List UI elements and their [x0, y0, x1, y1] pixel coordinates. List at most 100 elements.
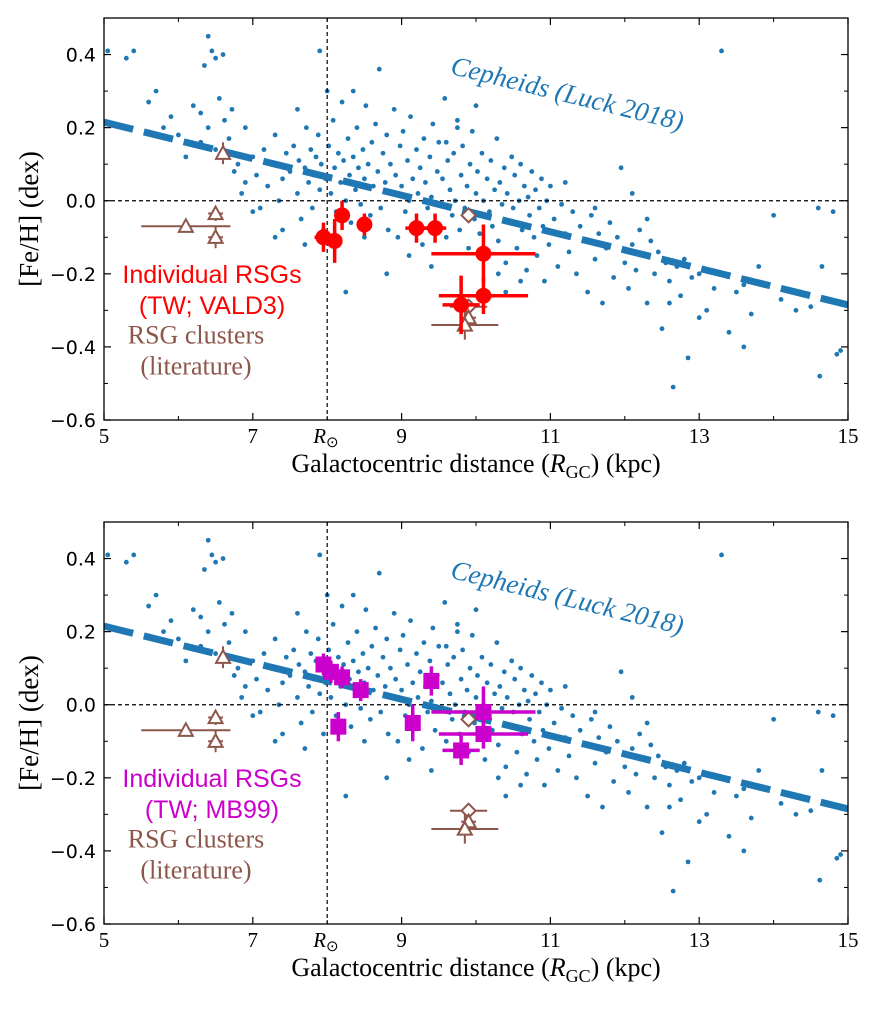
x-tick-label: 5: [99, 928, 110, 952]
cepheid-point: [449, 716, 455, 722]
cepheid-point: [440, 680, 445, 686]
cepheid-point: [464, 687, 470, 693]
cepheid-point: [291, 647, 297, 653]
cluster-triangle: [214, 648, 232, 664]
cepheid-point: [495, 271, 501, 277]
cepheid-point: [427, 154, 433, 160]
cepheid-point: [400, 128, 406, 134]
cepheid-point: [306, 180, 311, 185]
cepheid-point: [176, 636, 181, 642]
cepheid-point: [378, 205, 384, 211]
cepheid-point: [399, 687, 404, 693]
cepheid-point: [291, 143, 297, 149]
cepheid-point: [382, 684, 388, 689]
cepheid-point: [209, 48, 215, 54]
cepheid-point: [321, 731, 326, 737]
cepheid-point: [445, 662, 451, 667]
cepheid-point: [741, 786, 747, 792]
cepheid-point: [216, 96, 222, 101]
cepheid-point: [276, 702, 282, 708]
cepheid-point: [226, 640, 232, 645]
cepheid-point: [198, 614, 204, 620]
cepheid-point: [276, 198, 282, 204]
cepheid-points: [105, 537, 843, 894]
x-axis-label-symbol: R: [549, 953, 566, 982]
cepheid-point: [741, 344, 747, 350]
cepheid-point: [494, 136, 500, 142]
cepheid-point: [455, 125, 460, 131]
x-axis-label: Galactocentric distance (RGC) (kpc): [291, 449, 660, 482]
rsg-square: [334, 669, 351, 686]
cepheid-point: [622, 764, 628, 770]
cepheid-point: [562, 684, 568, 689]
cepheid-point: [592, 256, 598, 262]
rsun-label: R⊙: [312, 928, 338, 955]
x-tick-label: 15: [838, 424, 859, 448]
cepheid-point: [213, 55, 219, 61]
cepheid-point: [819, 264, 825, 269]
cepheid-point: [469, 128, 475, 134]
cepheid-point: [536, 205, 542, 211]
cluster-triangle: [177, 217, 195, 233]
cepheid-point: [667, 300, 672, 306]
cepheid-point: [280, 731, 285, 737]
cepheid-point: [309, 709, 315, 715]
cepheid-point: [272, 738, 278, 744]
cepheid-point: [373, 121, 378, 127]
cepheid-point: [499, 705, 505, 711]
y-tick-label: 0.2: [66, 118, 96, 140]
y-tick-label: −0.4: [50, 337, 96, 359]
rsg-label-line2: (TW; MB99): [145, 796, 279, 824]
cepheid-point: [440, 176, 445, 182]
cepheid-point: [213, 651, 219, 656]
cepheid-point: [131, 48, 137, 54]
cepheid-point: [600, 804, 605, 810]
cepheid-point: [428, 264, 434, 269]
cepheid-point: [793, 811, 799, 817]
cepheid-point: [479, 150, 485, 156]
cepheid-point: [362, 176, 367, 182]
cepheid-point: [648, 742, 654, 748]
cepheid-point: [239, 191, 245, 196]
cepheid-point: [384, 271, 390, 277]
y-tick-label: 0.4: [66, 549, 96, 571]
cluster-diamond: [460, 710, 477, 728]
x-axis-label-suffix: ) (kpc): [591, 449, 661, 478]
cepheid-point: [509, 154, 515, 160]
cepheid-point: [313, 154, 319, 160]
cepheid-point: [570, 713, 576, 719]
cepheid-point: [512, 172, 518, 178]
cepheid-point: [402, 209, 408, 215]
cepheid-point: [343, 289, 349, 295]
cepheid-point: [328, 191, 334, 196]
cepheid-point: [363, 103, 369, 109]
rsg-points: [314, 200, 536, 335]
cepheid-point: [475, 169, 480, 174]
cepheid-point: [509, 658, 515, 664]
cepheid-point: [272, 234, 278, 240]
cepheid-point: [283, 654, 289, 660]
cepheid-point: [633, 267, 639, 273]
cepheid-point: [261, 651, 267, 656]
cepheid-point: [756, 768, 762, 773]
cepheid-point: [451, 150, 457, 156]
cepheid-point: [395, 738, 401, 744]
cepheid-point: [817, 373, 823, 379]
cepheid-point: [678, 797, 683, 803]
cepheid-point: [518, 665, 524, 671]
cepheid-point: [296, 158, 302, 163]
cepheid-point: [393, 172, 399, 178]
cepheid-point: [629, 746, 635, 751]
cepheid-point: [711, 286, 717, 291]
cepheid-point: [380, 150, 386, 156]
cepheid-point: [428, 194, 434, 200]
cluster-triangle: [214, 144, 232, 160]
cepheid-point: [793, 307, 799, 313]
y-axis-label: [Fe/H] (dex): [14, 151, 44, 287]
cepheid-point: [397, 647, 403, 653]
cepheid-point: [373, 625, 378, 631]
cepheid-point: [536, 709, 542, 715]
cepheid-point: [254, 676, 259, 682]
cepheid-point: [406, 253, 412, 258]
cepheid-point: [533, 691, 538, 697]
